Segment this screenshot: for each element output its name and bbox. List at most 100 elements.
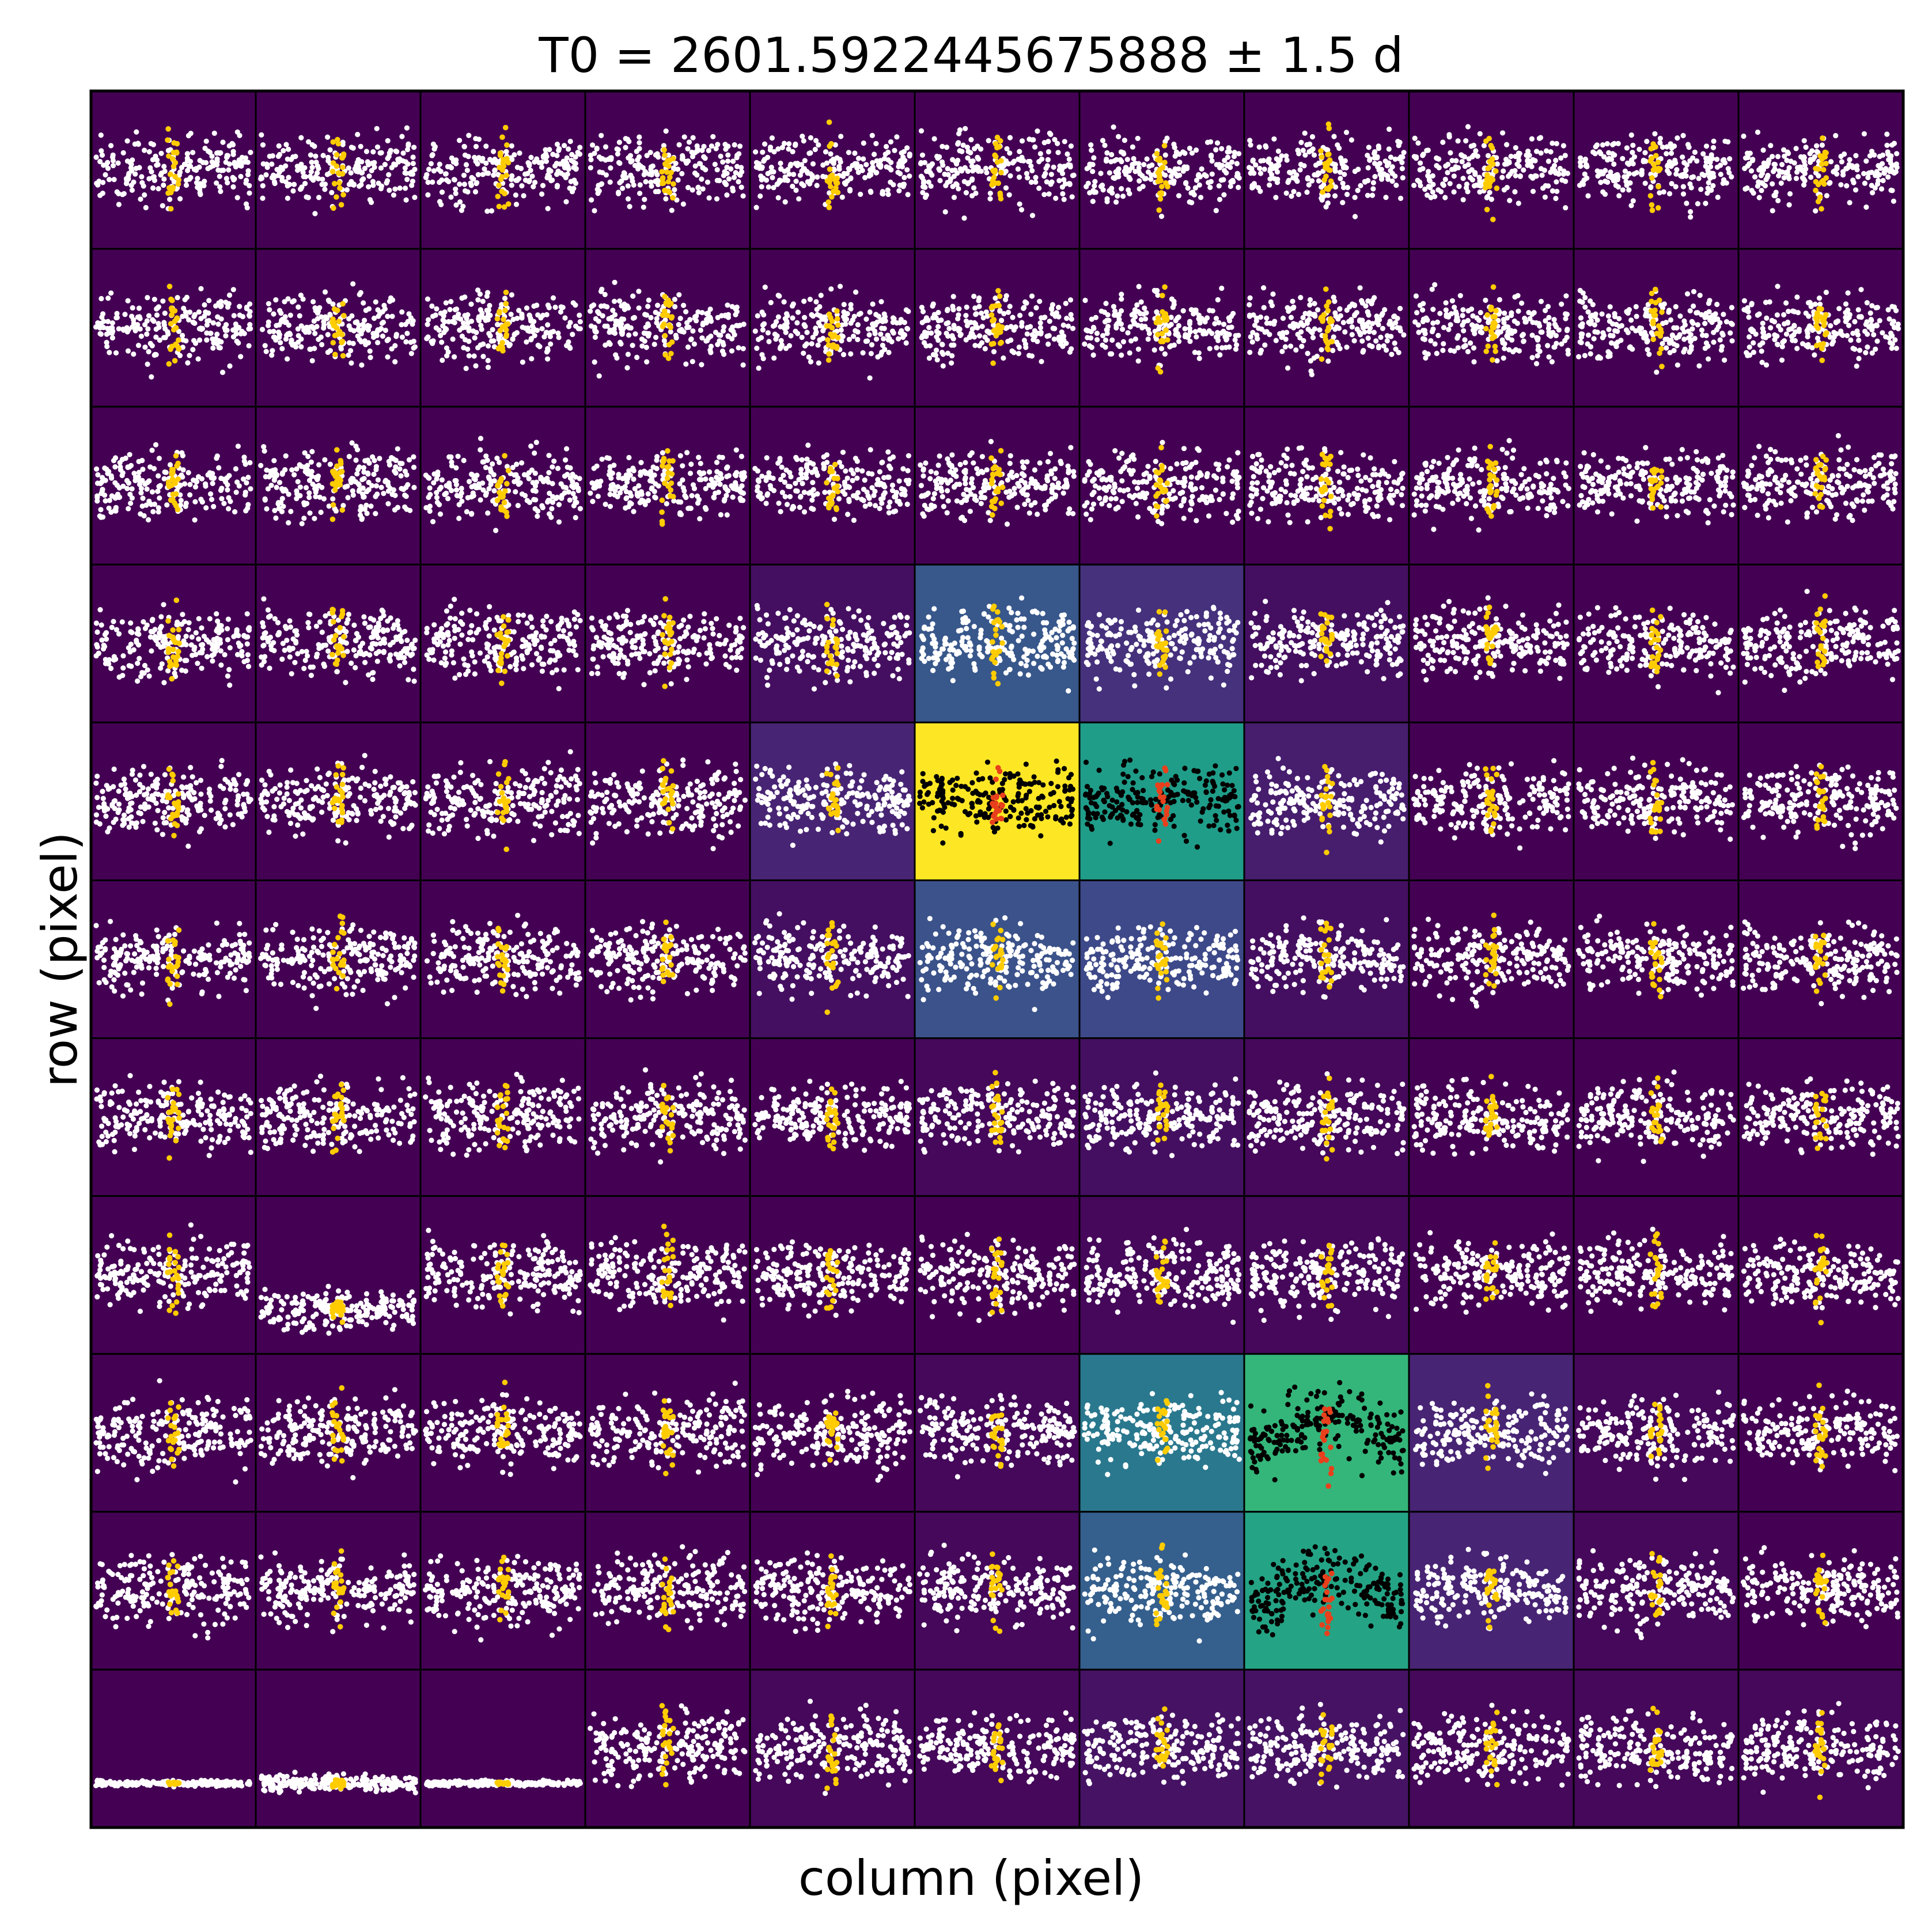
flux-point: [863, 316, 869, 322]
flux-point: [607, 342, 613, 347]
flux-point: [872, 331, 878, 336]
flux-point: [1776, 168, 1782, 174]
flux-point: [590, 142, 596, 148]
flux-point: [1236, 184, 1241, 190]
flux-point: [1666, 170, 1672, 176]
flux-point: [802, 314, 808, 320]
flux-point: [459, 207, 465, 213]
flux-point: [1267, 320, 1273, 326]
flux-point: [565, 164, 571, 170]
flux-point: [1600, 335, 1605, 340]
flux-point: [1256, 144, 1262, 150]
flux-point: [490, 327, 495, 333]
flux-point: [509, 143, 514, 149]
flux-point: [525, 160, 531, 166]
flux-point: [1380, 325, 1385, 331]
in-transit-point: [497, 309, 502, 314]
flux-point: [865, 338, 870, 344]
flux-point: [320, 176, 325, 182]
flux-point: [1132, 307, 1138, 313]
flux-point: [309, 358, 315, 364]
flux-point: [278, 310, 284, 316]
in-transit-point: [497, 164, 502, 170]
flux-point: [248, 150, 253, 156]
flux-point: [457, 199, 463, 205]
flux-point: [1873, 173, 1878, 179]
flux-point: [1115, 342, 1121, 348]
flux-point: [596, 373, 602, 379]
flux-point: [1344, 191, 1350, 198]
flux-point: [567, 320, 573, 325]
flux-point: [838, 134, 844, 139]
flux-point: [979, 310, 984, 316]
flux-point: [260, 161, 266, 167]
in-transit-point: [337, 185, 343, 191]
flux-point: [1839, 159, 1844, 165]
flux-point: [1624, 309, 1630, 314]
flux-point: [556, 147, 562, 153]
flux-point: [1628, 203, 1634, 208]
flux-point: [187, 352, 192, 358]
flux-point: [1425, 351, 1431, 357]
flux-point: [1587, 298, 1593, 304]
flux-point: [1884, 131, 1890, 137]
flux-point: [840, 333, 846, 339]
in-transit-point: [1488, 143, 1494, 149]
flux-point: [793, 161, 798, 166]
flux-point: [319, 314, 324, 320]
flux-point: [740, 346, 746, 351]
flux-point: [1608, 169, 1613, 175]
flux-point: [1703, 200, 1709, 206]
in-transit-point: [1162, 284, 1168, 290]
flux-point: [1483, 297, 1488, 304]
flux-point: [137, 326, 143, 332]
flux-point: [473, 363, 479, 369]
flux-point: [161, 176, 167, 182]
flux-point: [1125, 330, 1131, 336]
flux-point: [1172, 145, 1177, 150]
flux-point: [1025, 175, 1031, 181]
flux-point: [552, 304, 558, 310]
flux-point: [325, 134, 331, 140]
flux-point: [219, 369, 226, 376]
flux-point: [956, 131, 962, 137]
flux-point: [937, 177, 943, 184]
flux-point: [1247, 302, 1252, 308]
flux-point: [1151, 347, 1157, 353]
flux-point: [1343, 165, 1349, 170]
in-transit-point: [826, 204, 832, 211]
flux-point: [1624, 145, 1630, 151]
flux-point: [223, 333, 229, 339]
flux-point: [1449, 166, 1455, 172]
in-transit-point: [174, 141, 180, 147]
flux-point: [1504, 185, 1510, 191]
flux-point: [904, 325, 910, 331]
flux-point: [1808, 175, 1814, 180]
flux-point: [959, 149, 965, 154]
flux-point: [264, 164, 270, 170]
flux-point: [1768, 143, 1774, 149]
in-transit-point: [336, 180, 342, 186]
flux-point: [1225, 149, 1230, 155]
flux-point: [1139, 323, 1145, 329]
flux-point: [1722, 138, 1728, 144]
in-transit-point: [1319, 356, 1325, 362]
flux-point: [1507, 171, 1513, 177]
flux-point: [338, 346, 344, 352]
flux-point: [199, 325, 206, 332]
flux-point: [781, 141, 787, 146]
flux-point: [1760, 147, 1766, 153]
flux-point: [1108, 159, 1114, 165]
flux-point: [1003, 185, 1009, 191]
flux-point: [1044, 333, 1050, 339]
in-transit-point: [997, 138, 1003, 144]
flux-point: [855, 322, 861, 328]
flux-point: [1553, 157, 1559, 164]
flux-point: [1463, 138, 1469, 144]
flux-point: [346, 323, 352, 329]
flux-point: [969, 158, 975, 164]
flux-point: [502, 295, 508, 301]
flux-point: [1457, 293, 1463, 298]
flux-point: [793, 187, 799, 193]
flux-point: [1437, 310, 1443, 316]
